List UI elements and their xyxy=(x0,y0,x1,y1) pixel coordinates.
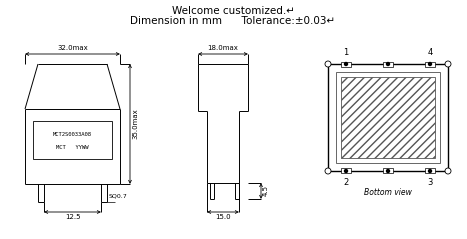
Bar xyxy=(341,62,351,67)
Bar xyxy=(383,62,393,67)
Circle shape xyxy=(387,63,389,65)
Circle shape xyxy=(445,61,451,67)
Text: Bottom view: Bottom view xyxy=(364,188,412,197)
Text: 3: 3 xyxy=(427,178,433,187)
Circle shape xyxy=(325,168,331,174)
Text: 12.5: 12.5 xyxy=(65,214,80,220)
Text: 4: 4 xyxy=(427,48,432,57)
Text: Welcome customized.↵: Welcome customized.↵ xyxy=(171,6,295,16)
Circle shape xyxy=(345,63,347,65)
Circle shape xyxy=(345,169,347,173)
Circle shape xyxy=(325,61,331,67)
Bar xyxy=(336,72,440,163)
Text: 15.0: 15.0 xyxy=(215,214,231,220)
Bar xyxy=(341,168,351,173)
Text: Dimension in mm      Tolerance:±0.03↵: Dimension in mm Tolerance:±0.03↵ xyxy=(130,16,336,26)
Bar xyxy=(341,77,435,158)
Bar xyxy=(383,168,393,173)
Bar xyxy=(425,168,435,173)
Text: 2: 2 xyxy=(343,178,349,187)
Circle shape xyxy=(429,169,432,173)
Text: 35.0max: 35.0max xyxy=(132,109,138,139)
Bar xyxy=(425,62,435,67)
Text: MCT2S0033A08: MCT2S0033A08 xyxy=(53,132,92,137)
Bar xyxy=(33,121,112,159)
Circle shape xyxy=(387,169,389,173)
Text: 1: 1 xyxy=(343,48,349,57)
Text: 4.5: 4.5 xyxy=(263,185,269,196)
Text: MCT   YYWW: MCT YYWW xyxy=(56,145,89,150)
Text: 18.0max: 18.0max xyxy=(207,45,239,51)
Text: 32.0max: 32.0max xyxy=(57,45,88,51)
Bar xyxy=(328,64,448,171)
Circle shape xyxy=(445,168,451,174)
Circle shape xyxy=(429,63,432,65)
Text: SQ0.7: SQ0.7 xyxy=(109,194,128,199)
